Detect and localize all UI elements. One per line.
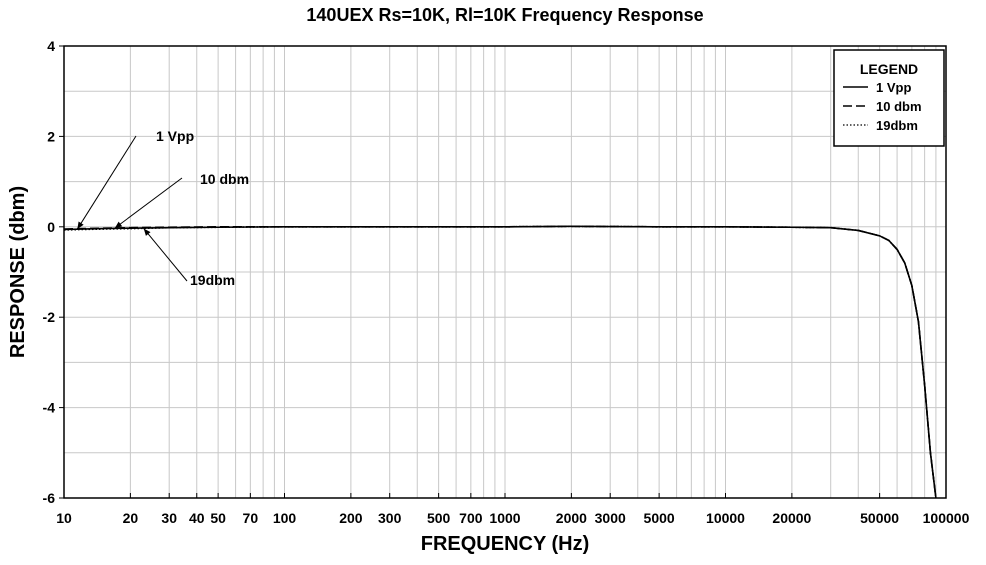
legend-label: 19dbm (876, 118, 918, 133)
x-tick-label: 30 (161, 510, 177, 526)
legend-title: LEGEND (860, 61, 918, 77)
legend-box (833, 49, 945, 147)
annotation-arrowhead (77, 221, 84, 230)
annotation-label: 1 Vpp (156, 128, 194, 144)
legend-label: 1 Vpp (876, 80, 911, 95)
x-axis-label: FREQUENCY (Hz) (421, 533, 590, 555)
x-tick-label: 500 (427, 510, 451, 526)
legend-entry: 10 dbm (843, 99, 922, 114)
legend-entry: 19dbm (843, 118, 918, 133)
annotation-leader (114, 177, 183, 229)
y-tick-label: 4 (47, 38, 55, 54)
axis-ticks: 10 20 30 40 50 70 100 200 300 500 700 1000 2000 3000 5… (43, 38, 970, 526)
x-tick-label: 100 (273, 510, 297, 526)
y-tick-label: -4 (43, 400, 56, 416)
x-tick-label: 20 (123, 510, 139, 526)
x-tick-label: 3000 (595, 510, 626, 526)
y-tick-label: 0 (47, 219, 55, 235)
x-tick-label: 2000 (556, 510, 587, 526)
x-tick-label: 10 (56, 510, 72, 526)
annotation-arrowhead (143, 228, 151, 236)
x-tick-label: 100000 (923, 510, 970, 526)
chart-title: 140UEX Rs=10K, Rl=10K Frequency Response (306, 5, 703, 25)
y-axis-label: RESPONSE (dbm) (7, 186, 29, 358)
x-tick-label: 5000 (644, 510, 675, 526)
annotation-leader (143, 228, 188, 282)
x-tick-label: 10000 (706, 510, 745, 526)
y-tick-label: -6 (43, 490, 56, 506)
x-tick-label: 200 (339, 510, 363, 526)
x-tick-label: 50000 (860, 510, 899, 526)
plot-area (63, 225, 937, 499)
annotations: 1 Vpp 10 dbm 19dbm (76, 128, 249, 288)
x-tick-label: 70 (243, 510, 259, 526)
x-tick-label: 700 (459, 510, 483, 526)
y-tick-label: 2 (47, 128, 55, 144)
x-tick-label: 50 (210, 510, 226, 526)
annotation-arrowhead (114, 221, 123, 229)
y-tick-label: -2 (43, 309, 56, 325)
legend-entry: 1 Vpp (843, 80, 911, 95)
series-line-dotted (63, 225, 937, 499)
legend: LEGEND 1 Vpp 10 dbm 19dbm (833, 49, 945, 147)
x-tick-label: 300 (378, 510, 402, 526)
x-tick-label: 20000 (772, 510, 811, 526)
annotation-leader (76, 135, 137, 230)
annotation-label: 19dbm (190, 272, 235, 288)
x-tick-label: 1000 (489, 510, 520, 526)
legend-label: 10 dbm (876, 99, 922, 114)
x-tick-label: 40 (189, 510, 205, 526)
annotation-label: 10 dbm (200, 171, 249, 187)
